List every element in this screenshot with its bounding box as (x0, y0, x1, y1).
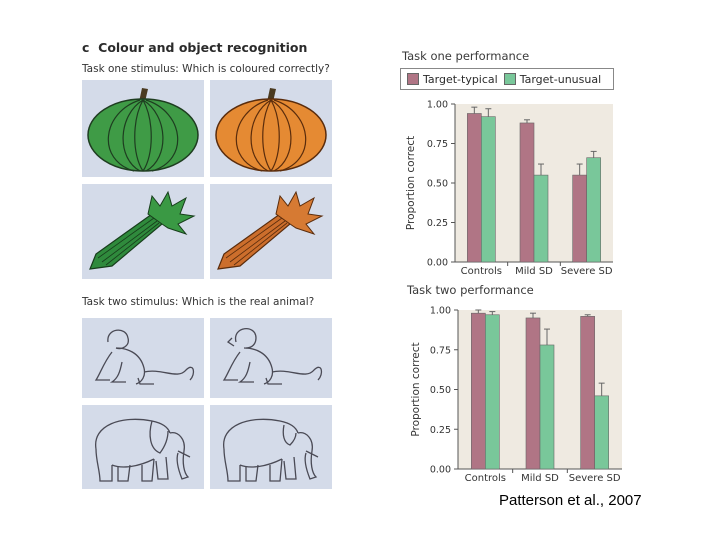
chart2-ytick-label-1: 0.25 (430, 425, 451, 436)
chart1-legend: Target-typical Target-unusual (400, 68, 614, 90)
chart2-xtick-label-0: Controls (465, 473, 506, 484)
chart1-plot-area (455, 104, 613, 262)
orange-pumpkin-image (210, 80, 332, 177)
panel-title: Colour and object recognition (98, 40, 308, 55)
legend-label-unusual: Target-unusual (519, 72, 602, 86)
elephant-drawing-left (82, 405, 204, 489)
green-pumpkin-image (82, 80, 204, 177)
chart1-ytick-label-3: 0.75 (427, 139, 448, 150)
monkey-drawing-left (82, 318, 204, 398)
chart2-ytick-label-3: 0.75 (430, 345, 451, 356)
chart2-title: Task two performance (407, 283, 534, 297)
monkey-drawing-right (210, 318, 332, 398)
chart1-ytick-label-2: 0.50 (427, 179, 448, 190)
chart2-ytick-label-2: 0.50 (430, 385, 451, 396)
chart1-xtick-label-1: Mild SD (515, 266, 553, 277)
chart2-plot-area (458, 310, 622, 469)
elephant-drawing-right (210, 405, 332, 489)
panel-letter: c (82, 40, 90, 55)
chart2-ylabel: Proportion correct (410, 342, 422, 436)
chart2-xtick-label-1: Mild SD (521, 473, 559, 484)
chart1-title: Task one performance (402, 49, 530, 63)
legend-swatch-typical (407, 73, 419, 85)
citation: Patterson et al., 2007 (499, 492, 642, 509)
green-celery-image (82, 184, 204, 279)
chart1-ylabel: Proportion correct (405, 136, 417, 230)
panel-heading: c Colour and object recognition (82, 40, 307, 55)
chart1-ytick-label-4: 1.00 (427, 100, 448, 111)
task-one-stimulus-label: Task one stimulus: Which is coloured cor… (82, 63, 330, 75)
chart1-ytick-label-0: 0.00 (427, 258, 448, 269)
task-two-stimulus-label: Task two stimulus: Which is the real ani… (82, 296, 315, 308)
chart1-ytick-label-1: 0.25 (427, 218, 448, 229)
legend-label-typical: Target-typical (423, 72, 498, 86)
orange-celery-image (210, 184, 332, 279)
chart1-xtick-label-0: Controls (461, 266, 502, 277)
chart2-ytick-label-4: 1.00 (430, 306, 451, 317)
chart2-xtick-label-2: Severe SD (569, 473, 621, 484)
chart1-xtick-label-2: Severe SD (561, 266, 613, 277)
legend-swatch-unusual (503, 73, 516, 85)
chart2-ytick-label-0: 0.00 (430, 465, 451, 476)
